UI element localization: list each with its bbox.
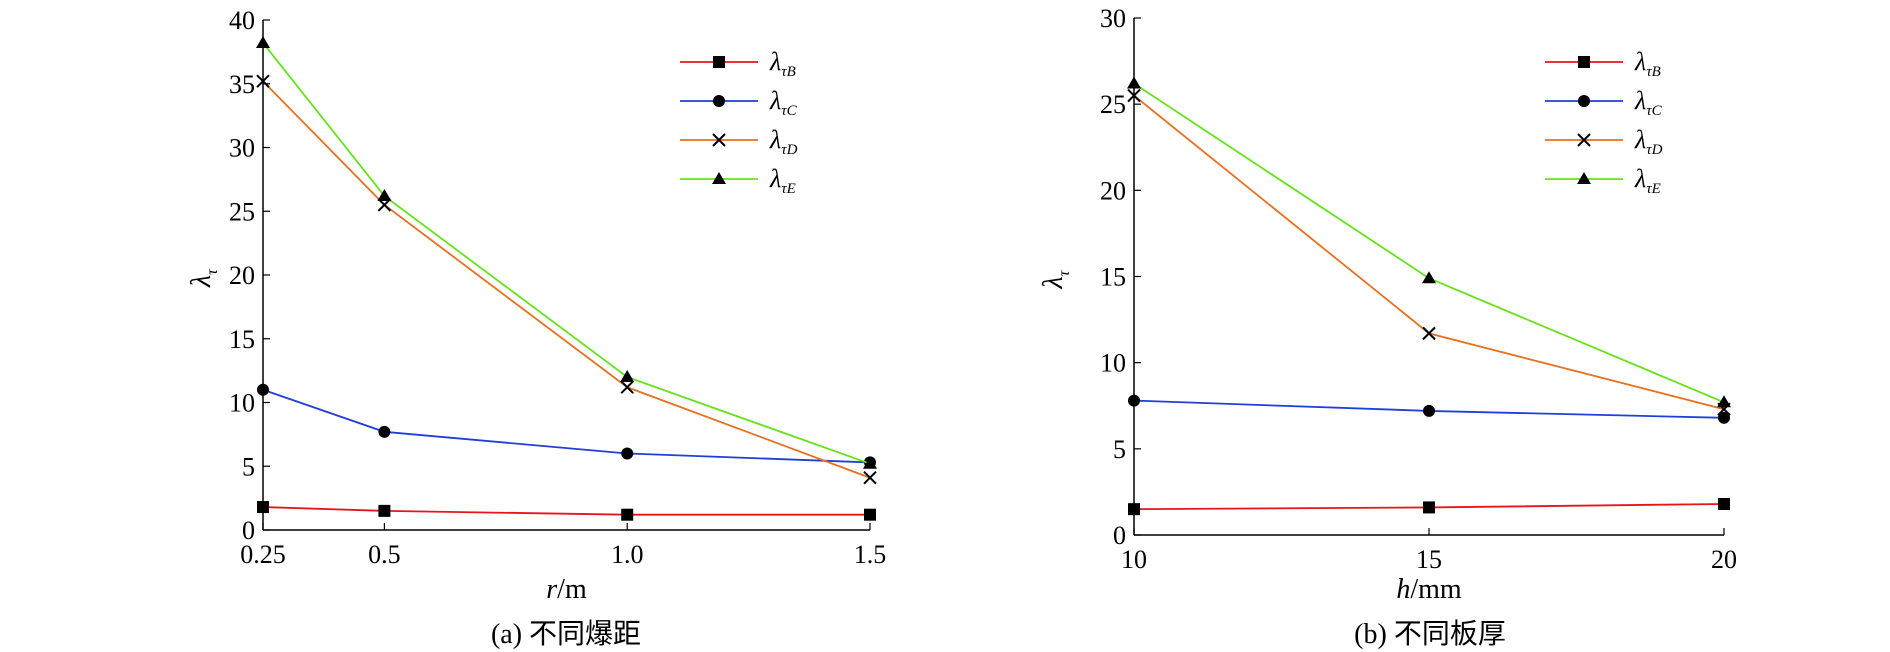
series-line-τC [262, 388, 871, 464]
x-tick-label: 1.5 [854, 540, 887, 569]
data-point-τB [621, 508, 634, 521]
legend-marker-τB [713, 56, 725, 68]
chart-panel-2: 0 5 10 15 20 25 30 10 15 20 λτB λτC λτD λτE λτ h/mm (b) … [1038, 4, 1737, 650]
y-tick-label: 15 [229, 325, 255, 354]
legend-marker-τB [1578, 56, 1590, 68]
data-point-τE [863, 456, 877, 469]
y-tick-label: 25 [229, 197, 255, 226]
legend-label-sub: τC [1646, 103, 1662, 119]
data-point-τD [1127, 88, 1141, 103]
y-tick-label: 5 [1113, 435, 1126, 464]
legend-label-τC: λτC [1634, 86, 1663, 119]
legend-label-sub: τB [781, 64, 796, 80]
x-axis-label-unit: /mm [1410, 574, 1462, 605]
y-tick-label: 10 [1100, 349, 1126, 378]
legend-label-τD: λτD [1634, 125, 1663, 158]
x-tick-label: 0.25 [240, 540, 286, 569]
data-point-τE [1717, 395, 1731, 408]
x-tick-label: 10 [1121, 545, 1147, 574]
x-tick-label: 15 [1416, 545, 1442, 574]
data-point-τD [863, 471, 877, 485]
data-point-τB [864, 508, 876, 521]
data-point-τC [621, 447, 634, 460]
y-tick-label: 20 [1100, 176, 1126, 205]
data-point-τE [377, 188, 392, 201]
y-tick-label: 0 [1113, 521, 1126, 550]
legend: λτB λτC λτD λτE [680, 47, 798, 197]
legend-marker-τD [1577, 133, 1591, 147]
series-line-τD [262, 80, 871, 479]
series-line-τE [262, 42, 871, 465]
series-line-τB [262, 506, 870, 516]
x-axis-label: h/mm [1396, 574, 1462, 605]
data-point-τE [620, 370, 635, 382]
legend-label-τB: λτB [769, 47, 796, 80]
y-tick-label: 40 [229, 6, 255, 35]
legend-label-sub: τE [781, 181, 796, 197]
legend-marker-τC [713, 95, 725, 107]
legend-marker-τD [712, 133, 726, 147]
panel-caption: (b) 不同板厚 [1354, 618, 1506, 650]
data-point-τC [378, 425, 391, 438]
x-axis-label-unit: /m [557, 574, 587, 605]
y-axis-label-sub: τ [1056, 269, 1073, 276]
data-point-τC [1718, 411, 1730, 424]
y-tick-label: 15 [1100, 263, 1126, 292]
x-tick-label: 0.5 [368, 540, 401, 569]
data-point-τB [1128, 503, 1140, 516]
y-axis-label-sub: τ [204, 268, 221, 275]
legend-label-τB: λτB [1634, 47, 1661, 80]
y-tick-label: 20 [229, 261, 255, 290]
y-axis-label: λτ [186, 268, 221, 288]
legend-label-τE: λτE [769, 164, 796, 197]
x-tick-label: 20 [1711, 545, 1737, 574]
data-point-τB [1423, 501, 1435, 514]
data-point-τD [256, 74, 270, 88]
x-axis-label-var: r [546, 574, 557, 605]
legend-marker-τE [712, 172, 726, 184]
data-point-τE [1127, 76, 1141, 89]
data-point-τB [1718, 497, 1730, 510]
y-tick-label: 30 [1100, 4, 1126, 33]
data-point-τB [378, 504, 391, 517]
data-point-τE [1422, 271, 1436, 284]
x-axis-label: r/m [546, 574, 587, 605]
legend-marker-τE [1577, 172, 1591, 184]
legend-label-sub: τD [1646, 142, 1662, 158]
y-tick-label: 5 [242, 452, 255, 481]
y-tick-label: 0 [242, 516, 255, 545]
data-point-τD [1422, 326, 1436, 341]
legend-label-sub: τE [1646, 181, 1661, 197]
legend-label-τE: λτE [1634, 164, 1661, 197]
y-tick-label: 25 [1100, 90, 1126, 119]
legend-label-τD: λτD [769, 125, 798, 158]
x-axis-label-var: h [1396, 574, 1410, 605]
legend-marker-τC [1578, 95, 1590, 107]
x-tick-label: 1.0 [611, 540, 644, 569]
data-point-τC [1128, 394, 1140, 407]
y-tick-label: 10 [229, 389, 255, 418]
data-point-τE [256, 35, 270, 48]
y-tick-label: 35 [229, 70, 255, 99]
data-point-τC [257, 383, 269, 396]
data-point-τB [257, 501, 269, 514]
legend-label-sub: τB [1646, 64, 1661, 80]
legend: λτB λτC λτD λτE [1545, 47, 1663, 197]
y-tick-label: 30 [229, 134, 255, 163]
legend-label-sub: τD [781, 142, 797, 158]
legend-label-τC: λτC [769, 86, 798, 119]
legend-label-sub: τC [781, 103, 797, 119]
data-point-τC [1423, 404, 1435, 417]
panel-caption: (a) 不同爆距 [491, 618, 641, 650]
y-axis-label: λτ [1038, 269, 1073, 289]
data-point-τD [620, 380, 634, 394]
